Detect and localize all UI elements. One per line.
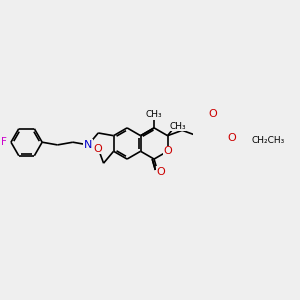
Text: O: O	[94, 144, 103, 154]
Text: F: F	[1, 137, 7, 147]
Text: N: N	[84, 140, 92, 150]
Text: CH₃: CH₃	[146, 110, 162, 119]
Text: O: O	[163, 146, 172, 156]
Text: O: O	[157, 167, 166, 176]
Text: O: O	[209, 109, 218, 119]
Text: CH₂CH₃: CH₂CH₃	[251, 136, 284, 145]
Text: CH₃: CH₃	[169, 122, 186, 131]
Text: O: O	[227, 133, 236, 143]
